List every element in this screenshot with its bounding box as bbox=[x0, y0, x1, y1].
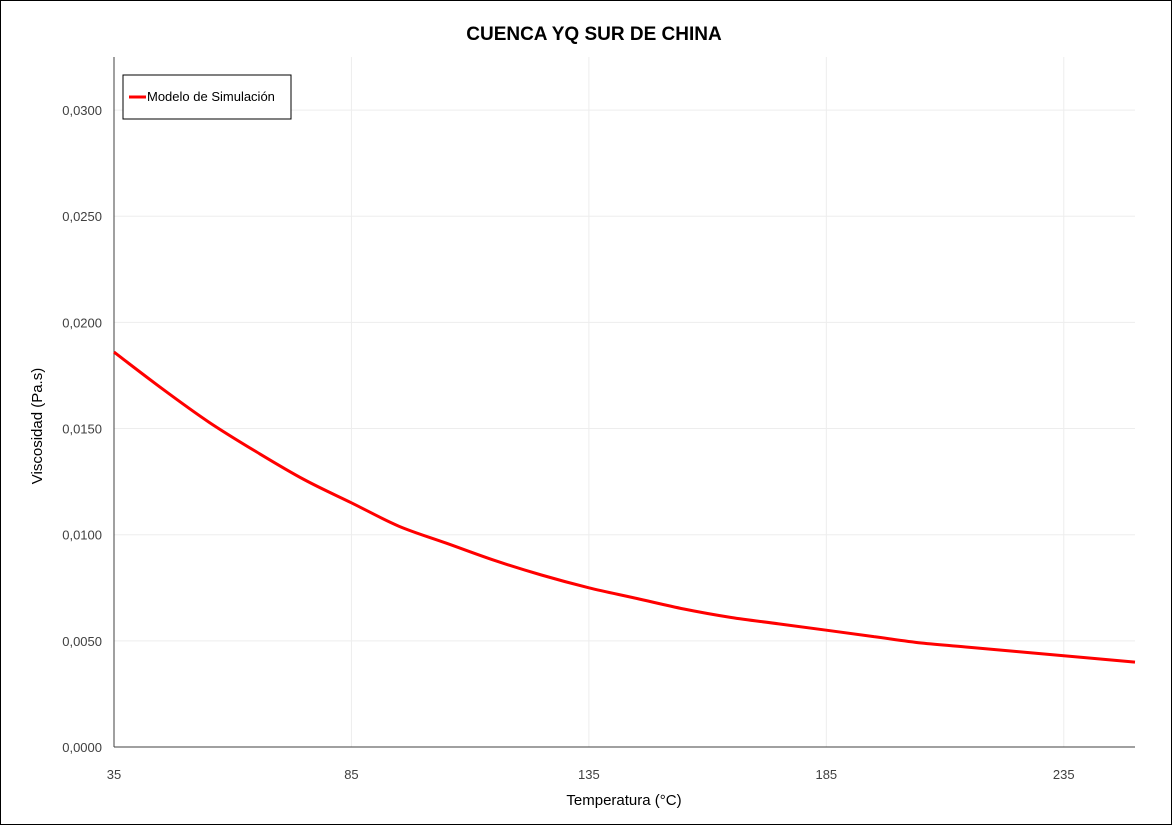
y-tick-label: 0,0200 bbox=[62, 315, 102, 330]
series-line bbox=[113, 350, 1136, 664]
x-tick-label: 235 bbox=[1053, 767, 1075, 782]
grid bbox=[113, 57, 1135, 747]
y-tick-label: 0,0050 bbox=[62, 634, 102, 649]
legend-box bbox=[122, 74, 292, 120]
x-axis-title: Temperatura (°C) bbox=[566, 792, 681, 809]
y-tick-label: 0,0300 bbox=[62, 103, 102, 118]
series-group bbox=[113, 350, 1136, 664]
y-tick-label: 0,0150 bbox=[62, 422, 102, 437]
y-tick-labels: 0,0000 0,0050 0,0100 0,0150 0,0200 0,0250 0,03… bbox=[62, 103, 102, 755]
x-tick-label: 135 bbox=[578, 767, 600, 782]
y-tick-label: 0,0250 bbox=[62, 209, 102, 224]
y-tick-label: 0,0000 bbox=[62, 740, 102, 755]
axes bbox=[113, 57, 1135, 748]
x-tick-labels: 35 85 135 185 235 bbox=[107, 767, 1075, 782]
y-tick-label: 0,0100 bbox=[62, 528, 102, 543]
x-tick-label: 35 bbox=[107, 767, 121, 782]
legend: Modelo de Simulación bbox=[122, 74, 292, 120]
chart-title: CUENCA YQ SUR DE CHINA bbox=[466, 24, 722, 45]
legend-label: Modelo de Simulación bbox=[147, 89, 275, 104]
x-tick-label: 85 bbox=[344, 767, 358, 782]
y-axis-title: Viscosidad (Pa.s) bbox=[29, 368, 46, 484]
x-tick-label: 185 bbox=[815, 767, 837, 782]
